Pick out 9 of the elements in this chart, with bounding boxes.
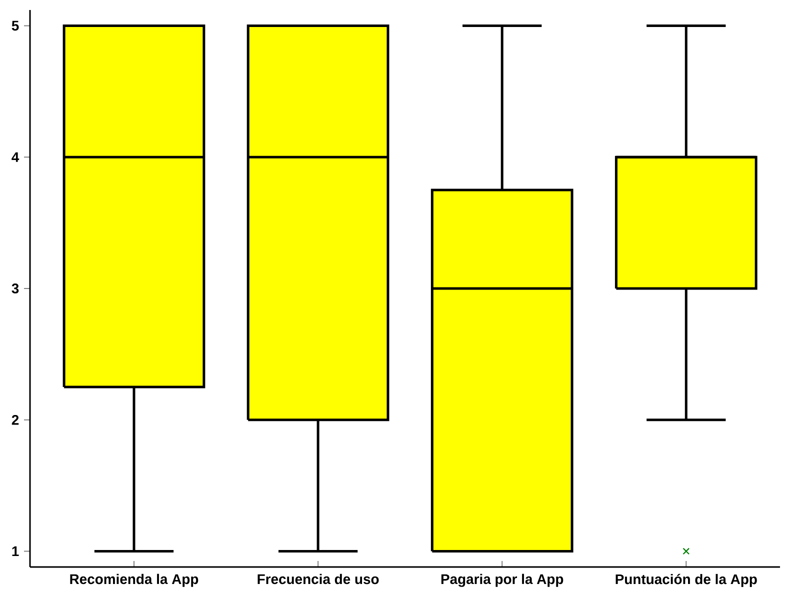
- x-tick-label: Recomienda la App: [70, 574, 198, 587]
- x-tick-label: Pagaria por la App: [441, 574, 564, 587]
- y-tick-label: 3: [12, 284, 19, 294]
- y-tick-label: 2: [12, 414, 19, 425]
- y-tick-label: 1: [12, 546, 19, 556]
- x-tick-label: Puntuación de la App: [616, 574, 757, 587]
- y-tick-label: 4: [12, 152, 20, 162]
- y-tick-label: 5: [12, 20, 19, 31]
- x-tick-label: Frecuencia de uso: [258, 574, 379, 584]
